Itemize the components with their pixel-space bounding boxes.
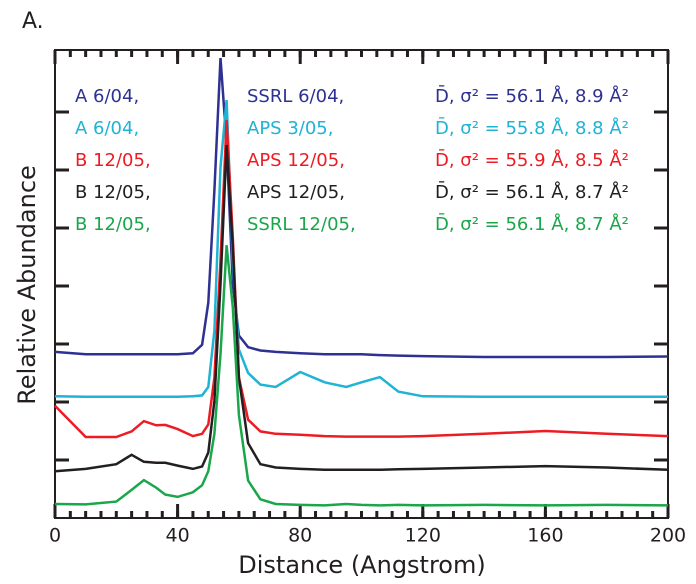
x-tick-label: 160 [527, 525, 563, 547]
series-line [54, 99, 668, 399]
legend-source: SSRL 12/05, [247, 214, 356, 235]
x-tick-label: 0 [49, 525, 61, 547]
legend-source: APS 12/05, [247, 150, 345, 171]
legend-stats: D̄, σ² = 56.1 Å, 8.7 Å² [435, 213, 629, 235]
legend-sample: A 6/04, [75, 86, 139, 107]
series-line [54, 144, 669, 473]
legend-sample: B 12/05, [75, 214, 151, 235]
legend-source: APS 12/05, [247, 182, 345, 203]
legend-source: SSRL 6/04, [247, 86, 344, 107]
legend-sample: B 12/05, [75, 150, 151, 171]
legend-sample: A 6/04, [75, 118, 139, 139]
legend-stats: D̄, σ² = 56.1 Å, 8.7 Å² [435, 181, 629, 203]
legend-stats: D̄, σ² = 55.9 Å, 8.5 Å² [435, 149, 629, 171]
x-tick-label: 200 [650, 525, 686, 547]
x-tick-label: 40 [166, 525, 190, 547]
x-tick-label: 120 [405, 525, 441, 547]
legend-stats: D̄, σ² = 55.8 Å, 8.8 Å² [435, 117, 629, 139]
x-tick-label: 80 [288, 525, 312, 547]
y-axis-label: Relative Abundance [13, 165, 41, 405]
legend-stats: D̄, σ² = 56.1 Å, 8.9 Å² [435, 85, 629, 107]
panel-label: A. [22, 9, 44, 34]
x-axis-label: Distance (Angstrom) [238, 551, 485, 579]
legend-source: APS 3/05, [247, 118, 333, 139]
legend-sample: B 12/05, [75, 182, 151, 203]
series-line [54, 245, 669, 507]
